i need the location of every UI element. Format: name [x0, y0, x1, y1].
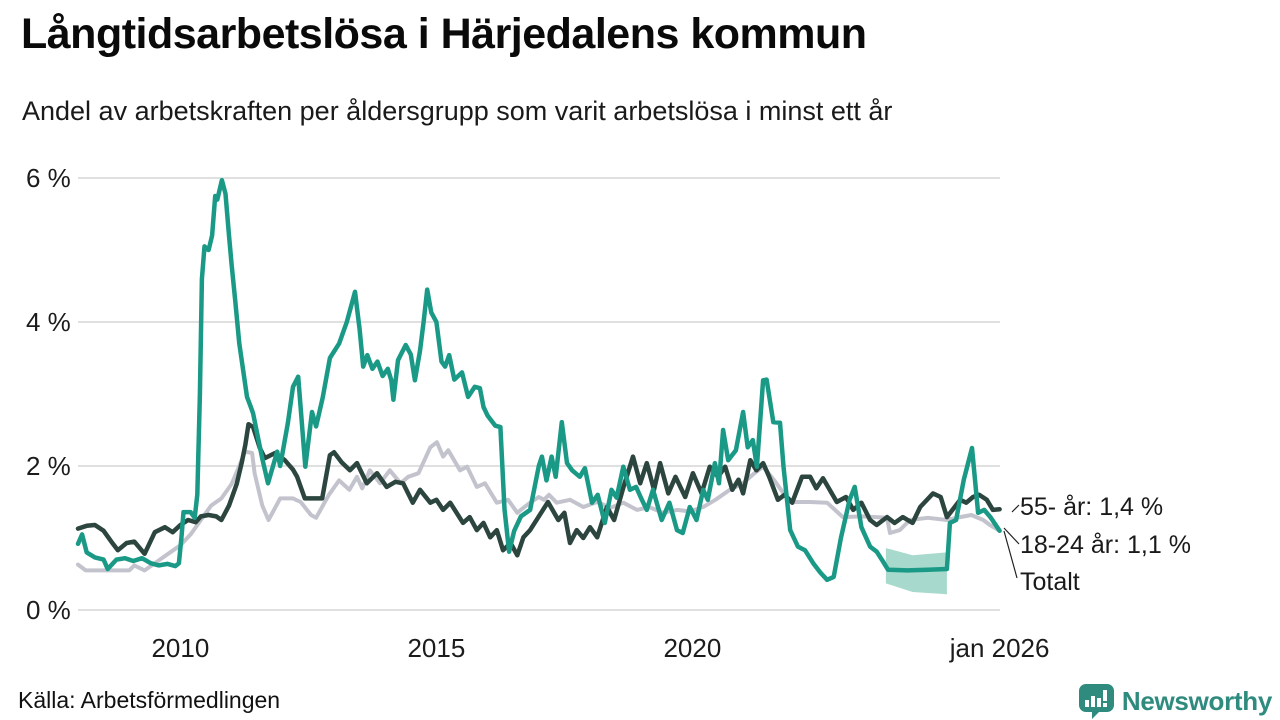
series-line-totalt: [76, 440, 1002, 573]
y-tick-label: 6 %: [26, 163, 71, 193]
end-label-18-24-ar: 18-24 år: 1,1 %: [1020, 531, 1191, 559]
end-label-55-ar: 55- år: 1,4 %: [1020, 493, 1164, 521]
connector-totalt: [1003, 530, 1018, 579]
page-subtitle: Andel av arbetskraften per åldersgrupp s…: [22, 96, 893, 126]
newsworthy-wordmark: Newsworthy: [1121, 686, 1272, 716]
connector-55-ar: [1011, 504, 1020, 513]
logo-bar-icon: [1096, 698, 1101, 707]
connector-18-24-ar: [1003, 527, 1020, 545]
y-tick-label: 4 %: [26, 307, 71, 337]
newsworthy-logo-icon: [1078, 684, 1114, 719]
x-tick-label: 2015: [407, 633, 465, 663]
branding: Newsworthy: [1078, 683, 1272, 720]
gridlines: [78, 177, 1000, 611]
logo-bar-icon: [1090, 696, 1095, 707]
logo-exclamation-icon: [1102, 690, 1107, 701]
x-tick-label: 2020: [663, 633, 721, 663]
logo-exclamation-dot-icon: [1102, 703, 1107, 707]
series-layer: [75, 177, 1002, 583]
series-line-55-ar: [75, 421, 1002, 558]
x-tick-label: jan 2026: [949, 633, 1050, 663]
annotation-connectors: [1003, 504, 1020, 579]
page-title: Långtidsarbetslösa i Härjedalens kommun: [21, 10, 867, 58]
logo-bar-icon: [1084, 700, 1089, 707]
series-line-18-24-ar: [75, 177, 1002, 583]
y-axis-labels: 0 % 2 % 4 % 6 %: [26, 163, 71, 625]
source-note: Källa: Arbetsförmedlingen: [18, 687, 281, 713]
end-label-totalt: Totalt: [1020, 568, 1080, 596]
x-tick-label: 2010: [151, 633, 209, 663]
y-tick-label: 2 %: [26, 451, 71, 481]
y-tick-label: 0 %: [26, 595, 71, 625]
x-axis-labels: 2010 2015 2020 jan 2026: [151, 633, 1049, 663]
